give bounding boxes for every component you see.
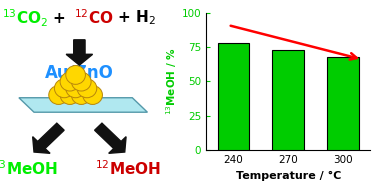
Polygon shape xyxy=(19,98,147,112)
Circle shape xyxy=(66,79,85,98)
Circle shape xyxy=(60,72,80,91)
Circle shape xyxy=(71,72,91,91)
Text: $^{12}$MeOH: $^{12}$MeOH xyxy=(96,159,161,178)
Bar xyxy=(272,50,304,150)
Text: $^{12}$CO: $^{12}$CO xyxy=(74,9,113,28)
Circle shape xyxy=(66,66,85,84)
Bar xyxy=(327,57,359,150)
Circle shape xyxy=(60,86,80,104)
X-axis label: Temperature / °C: Temperature / °C xyxy=(235,171,341,181)
Circle shape xyxy=(54,79,74,98)
Circle shape xyxy=(77,79,97,98)
FancyArrow shape xyxy=(66,40,93,65)
Text: Au/ZnO: Au/ZnO xyxy=(45,63,114,81)
Circle shape xyxy=(83,86,102,104)
Circle shape xyxy=(71,86,91,104)
Text: $^{13}$MeOH: $^{13}$MeOH xyxy=(0,159,57,178)
Text: + H$_2$: + H$_2$ xyxy=(117,9,156,28)
Y-axis label: $^{13}$MeOH / %: $^{13}$MeOH / % xyxy=(164,48,179,115)
FancyArrow shape xyxy=(33,123,64,153)
FancyArrow shape xyxy=(94,123,126,153)
Circle shape xyxy=(49,86,68,104)
Text: +: + xyxy=(52,11,65,26)
Bar xyxy=(217,43,249,150)
Text: $^{13}$CO$_2$: $^{13}$CO$_2$ xyxy=(2,7,48,29)
